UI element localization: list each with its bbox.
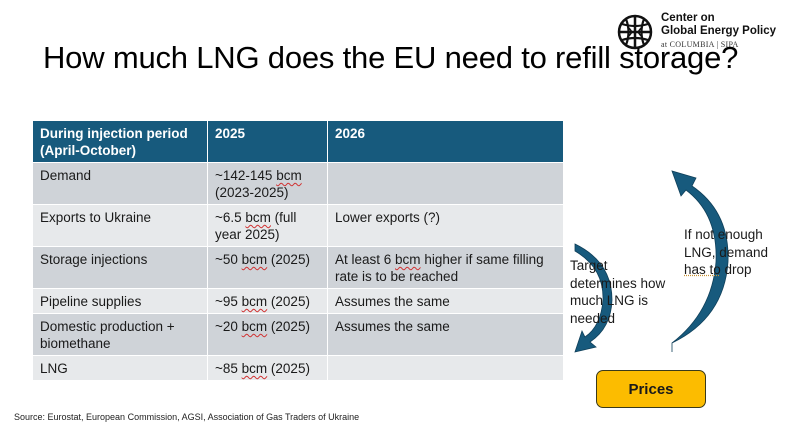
cgep-logo: Center on Global Energy Policy at COLUMB… <box>617 12 776 51</box>
header-period: During injection period (April-October) <box>33 121 208 163</box>
row-label: Storage injections <box>33 246 208 289</box>
value-2026: Assumes the same <box>327 313 564 356</box>
logo-line2: Global Energy Policy <box>661 25 777 37</box>
table-row: Domestic production + biomethane ~20 bcm… <box>33 313 564 356</box>
value-2025: ~95 bcm (2025) <box>207 288 328 314</box>
value-2026 <box>327 162 564 205</box>
curved-arrow-down-icon <box>574 243 613 353</box>
slide-title: How much LNG does the EU need to refill … <box>43 40 739 75</box>
header-2025: 2025 <box>207 121 328 163</box>
value-2025: ~20 bcm (2025) <box>207 313 328 356</box>
row-label: Pipeline supplies <box>33 288 208 314</box>
value-2026 <box>327 355 564 381</box>
value-2026: Assumes the same <box>327 288 564 314</box>
table-row: Storage injections ~50 bcm (2025) At lea… <box>33 246 564 289</box>
curved-arrow-up-icon <box>671 170 729 352</box>
value-2026: At least 6 bcm higher if same filling ra… <box>327 246 564 289</box>
lng-balance-table: During injection period (April-October) … <box>33 121 564 381</box>
table-row: LNG ~85 bcm (2025) <box>33 355 564 381</box>
target-note: Target determines how much LNG is needed <box>570 258 666 326</box>
row-label: LNG <box>33 355 208 381</box>
globe-icon <box>617 14 653 49</box>
header-2026: 2026 <box>327 121 564 163</box>
table-header-row: During injection period (April-October) … <box>33 121 564 163</box>
row-label: Exports to Ukraine <box>33 204 208 247</box>
logo-line1: Center on <box>661 12 715 24</box>
source-note: Source: Eurostat, European Commission, A… <box>14 412 360 422</box>
logo-line3: at COLUMBIA | SIPA <box>661 40 739 49</box>
value-2025: ~142-145 bcm (2023-2025) <box>207 162 328 205</box>
prices-box: Prices <box>596 370 706 408</box>
table-row: Exports to Ukraine ~6.5 bcm (full year 2… <box>33 204 564 247</box>
row-label: Domestic production + biomethane <box>33 313 208 356</box>
value-2026: Lower exports (?) <box>327 204 564 247</box>
value-2025: ~6.5 bcm (full year 2025) <box>207 204 328 247</box>
value-2025: ~85 bcm (2025) <box>207 355 328 381</box>
row-label: Demand <box>33 162 208 205</box>
value-2025: ~50 bcm (2025) <box>207 246 328 289</box>
table-row: Demand ~142-145 bcm (2023-2025) <box>33 162 564 205</box>
table-row: Pipeline supplies ~95 bcm (2025) Assumes… <box>33 288 564 314</box>
demand-note: If not enough LNG, demand has to drop <box>684 227 769 277</box>
